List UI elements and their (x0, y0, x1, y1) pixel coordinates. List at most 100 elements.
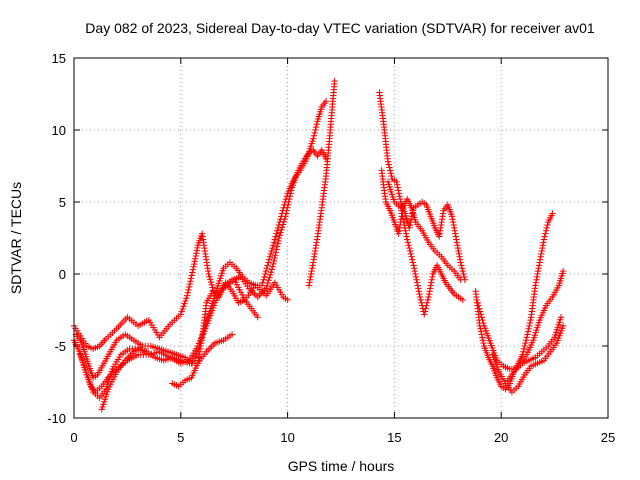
data-point (526, 319, 534, 327)
data-point (277, 216, 284, 223)
data-point (404, 236, 411, 243)
data-point (228, 331, 236, 338)
data-point (421, 308, 429, 315)
x-tick-label: 0 (70, 430, 77, 445)
data-point (191, 258, 198, 265)
data-point (264, 262, 271, 269)
data-point (270, 257, 278, 265)
data-point (480, 319, 487, 327)
data-point (428, 279, 435, 286)
x-tick-label: 15 (387, 430, 401, 445)
data-point (184, 292, 191, 299)
data-point (540, 236, 548, 243)
data-point (421, 311, 428, 318)
data-point (476, 305, 483, 312)
data-point (532, 282, 539, 289)
data-point (307, 270, 315, 278)
data-point (205, 270, 212, 278)
data-point (426, 285, 434, 292)
data-point (265, 277, 272, 284)
data-point (454, 242, 461, 249)
data-point (476, 308, 484, 315)
data-point (284, 296, 291, 304)
data-point (385, 161, 392, 168)
data-point (190, 263, 197, 270)
data-point (408, 253, 415, 260)
data-point (310, 132, 318, 139)
data-point (559, 322, 567, 330)
data-point (559, 267, 567, 275)
data-point (388, 172, 395, 180)
data-point (538, 250, 545, 258)
data-point (386, 167, 394, 174)
data-point (417, 296, 424, 304)
data-point (535, 265, 542, 272)
data-point (479, 316, 486, 324)
data-point (540, 239, 547, 246)
data-point (273, 230, 280, 237)
data-point (533, 276, 540, 283)
data-point (308, 265, 316, 272)
data-point (456, 256, 464, 263)
data-point (395, 187, 402, 194)
data-point (184, 289, 192, 296)
y-tick-label: 15 (52, 51, 66, 66)
data-point (278, 210, 286, 217)
data-point (475, 302, 482, 309)
data-point (415, 285, 422, 292)
data-point (193, 250, 200, 257)
data-point (451, 224, 458, 232)
data-point (270, 260, 277, 268)
data-point (179, 305, 186, 313)
data-point (258, 282, 266, 289)
data-point (399, 216, 407, 223)
data-point (274, 240, 281, 247)
x-tick-label: 5 (177, 430, 184, 445)
data-point (266, 274, 273, 281)
data-point (206, 273, 213, 280)
y-tick-label: 10 (52, 123, 66, 138)
y-axis-label: SDTVAR / TECUs (8, 182, 24, 294)
data-point (407, 250, 414, 258)
data-point (406, 247, 414, 255)
data-point (477, 328, 485, 335)
series-track-5 (98, 342, 146, 413)
series-track-14 (504, 267, 567, 384)
data-point (522, 339, 529, 347)
data-point (452, 230, 459, 237)
data-point (405, 242, 412, 249)
data-point (307, 273, 314, 281)
data-point (180, 303, 187, 310)
data-point (273, 246, 280, 253)
data-point (192, 252, 199, 260)
data-point (386, 164, 393, 171)
data-point (270, 239, 278, 246)
data-point (311, 129, 318, 137)
data-point (260, 276, 267, 283)
data-point (280, 204, 287, 211)
data-point (413, 276, 420, 283)
data-point (449, 216, 456, 223)
data-point (397, 204, 405, 211)
data-point (449, 218, 457, 226)
data-point (322, 98, 330, 105)
data-point (539, 244, 546, 252)
data-point (393, 178, 400, 186)
data-point (457, 276, 464, 283)
data-point (186, 280, 193, 288)
data-point (210, 287, 217, 294)
data-point (277, 229, 284, 236)
data-point (534, 270, 541, 278)
data-point (259, 279, 266, 286)
data-point (208, 281, 215, 288)
data-point (450, 221, 457, 229)
data-point (412, 273, 420, 281)
data-point (557, 314, 565, 321)
data-point (523, 334, 531, 341)
data-point (188, 272, 195, 279)
data-point (254, 314, 261, 321)
data-point (275, 234, 283, 242)
data-point (542, 230, 549, 237)
data-point (269, 242, 277, 249)
